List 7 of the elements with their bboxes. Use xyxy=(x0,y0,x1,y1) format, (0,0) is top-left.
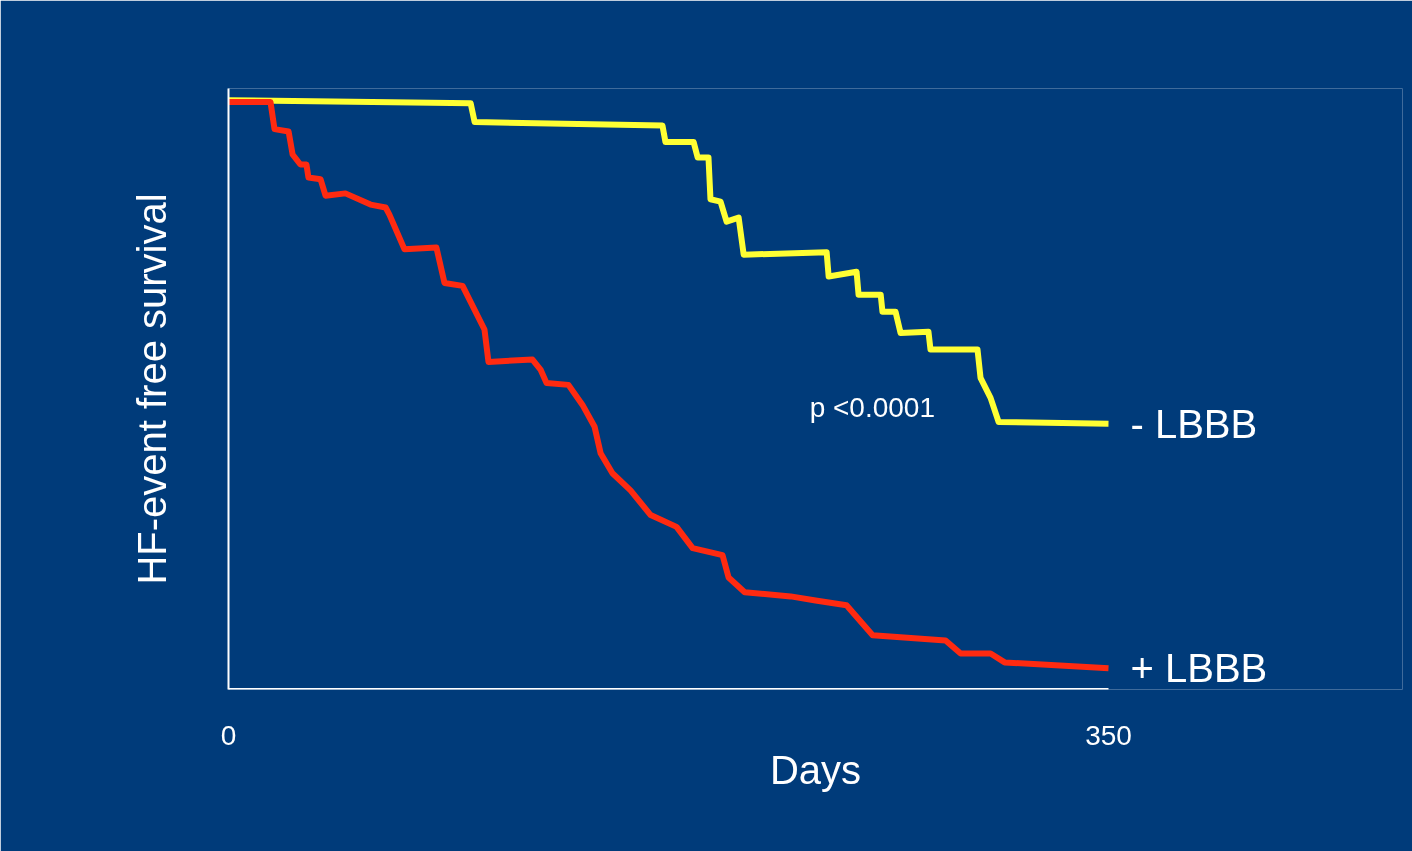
y-axis-title: HF-event free survival xyxy=(129,193,174,585)
x-tick-label: 350 xyxy=(1085,719,1132,751)
series-label: + LBBB xyxy=(1130,646,1268,691)
annotation: p <0.0001 xyxy=(809,392,936,424)
series-label: - LBBB xyxy=(1130,401,1258,446)
x-tick-label: 0 xyxy=(220,719,237,751)
x-axis-title: Days xyxy=(769,747,862,792)
